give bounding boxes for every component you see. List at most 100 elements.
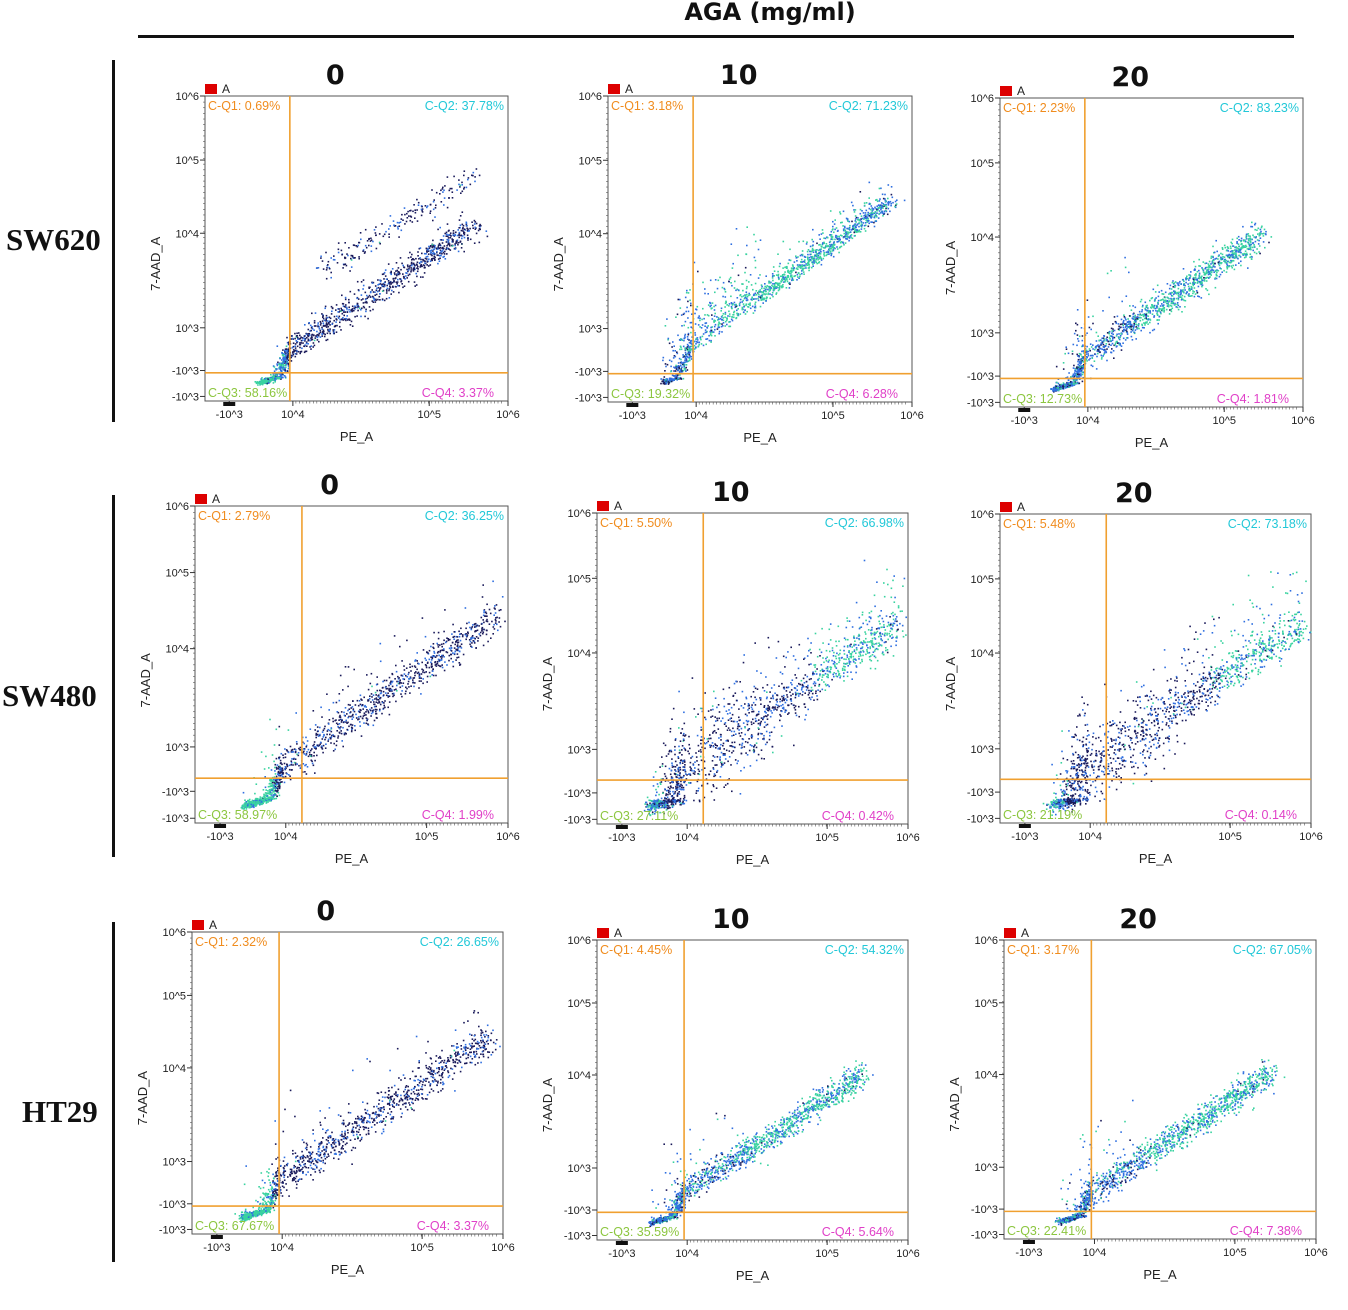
- event-point: [295, 343, 297, 345]
- event-point: [1112, 336, 1114, 338]
- event-point: [1240, 261, 1242, 263]
- event-point: [418, 202, 420, 204]
- event-point: [882, 207, 884, 209]
- event-point: [1225, 262, 1227, 264]
- event-point: [1070, 381, 1072, 383]
- event-point: [689, 350, 691, 352]
- event-point: [1220, 274, 1222, 276]
- event-point: [369, 306, 371, 308]
- event-point: [863, 212, 865, 214]
- event-point: [406, 272, 408, 274]
- event-point: [1245, 254, 1247, 256]
- event-point: [328, 329, 330, 331]
- event-point: [783, 278, 785, 280]
- event-point: [684, 313, 686, 315]
- event-point: [349, 311, 351, 313]
- event-point: [665, 363, 667, 365]
- event-point: [440, 255, 442, 257]
- event-point: [772, 276, 774, 278]
- event-point: [826, 251, 828, 253]
- event-point: [470, 184, 472, 186]
- event-point: [752, 289, 754, 291]
- event-point: [336, 304, 338, 306]
- event-point: [274, 380, 276, 382]
- event-point: [388, 280, 390, 282]
- event-point: [1106, 343, 1108, 345]
- event-point: [868, 220, 870, 222]
- event-point: [321, 327, 323, 329]
- event-point: [698, 317, 700, 319]
- event-point: [871, 217, 873, 219]
- event-point: [861, 215, 863, 217]
- y-tick-label: -10^3: [967, 397, 994, 409]
- event-point: [728, 305, 730, 307]
- event-point: [733, 314, 735, 316]
- event-point: [718, 321, 720, 323]
- event-point: [1056, 366, 1058, 368]
- event-point: [1195, 293, 1197, 295]
- event-point: [286, 346, 288, 348]
- event-point: [1145, 322, 1147, 324]
- event-point: [821, 246, 823, 248]
- event-point: [680, 347, 682, 349]
- event-point: [825, 238, 827, 240]
- event-point: [1175, 281, 1177, 283]
- event-point: [1152, 305, 1154, 307]
- event-point: [448, 197, 450, 199]
- event-point: [808, 261, 810, 263]
- event-point: [1199, 276, 1201, 278]
- event-point: [743, 303, 745, 305]
- event-point: [321, 313, 323, 315]
- event-point: [685, 297, 687, 299]
- event-point: [1155, 308, 1157, 310]
- event-point: [428, 253, 430, 255]
- event-point: [747, 306, 749, 308]
- event-point: [1179, 281, 1181, 283]
- event-point: [444, 661, 446, 663]
- event-point: [778, 279, 780, 281]
- event-point: [467, 230, 469, 232]
- event-point: [383, 236, 385, 238]
- event-point: [323, 331, 325, 333]
- event-point: [325, 340, 327, 342]
- event-point: [1077, 374, 1079, 376]
- event-point: [1102, 310, 1104, 312]
- event-point: [422, 617, 424, 619]
- event-point: [460, 225, 462, 227]
- event-point: [320, 256, 322, 258]
- event-point: [1086, 346, 1088, 348]
- event-point: [1158, 296, 1160, 298]
- event-point: [1170, 305, 1172, 307]
- event-point: [424, 253, 426, 255]
- event-point: [448, 230, 450, 232]
- event-point: [300, 338, 302, 340]
- event-point: [1123, 331, 1125, 333]
- event-point: [1135, 307, 1137, 309]
- event-point: [1074, 370, 1076, 372]
- x-axis-title: PE_A: [1135, 435, 1169, 450]
- event-point: [704, 314, 706, 316]
- event-point: [410, 256, 412, 258]
- event-point: [428, 250, 430, 252]
- event-point: [357, 303, 359, 305]
- event-point: [758, 249, 760, 251]
- event-point: [1243, 240, 1245, 242]
- event-point: [809, 251, 811, 253]
- event-point: [660, 383, 662, 385]
- event-point: [1238, 251, 1240, 253]
- event-point: [369, 295, 371, 297]
- event-point: [871, 221, 873, 223]
- event-point: [662, 380, 664, 382]
- event-point: [284, 369, 286, 371]
- event-point: [371, 251, 373, 253]
- event-point: [1210, 257, 1212, 259]
- event-point: [676, 351, 678, 353]
- event-point: [802, 254, 804, 256]
- event-point: [322, 316, 324, 318]
- event-point: [1089, 327, 1091, 329]
- event-point: [725, 302, 727, 304]
- event-point: [790, 260, 792, 262]
- event-point: [1184, 287, 1186, 289]
- event-point: [342, 303, 344, 305]
- event-point: [340, 329, 342, 331]
